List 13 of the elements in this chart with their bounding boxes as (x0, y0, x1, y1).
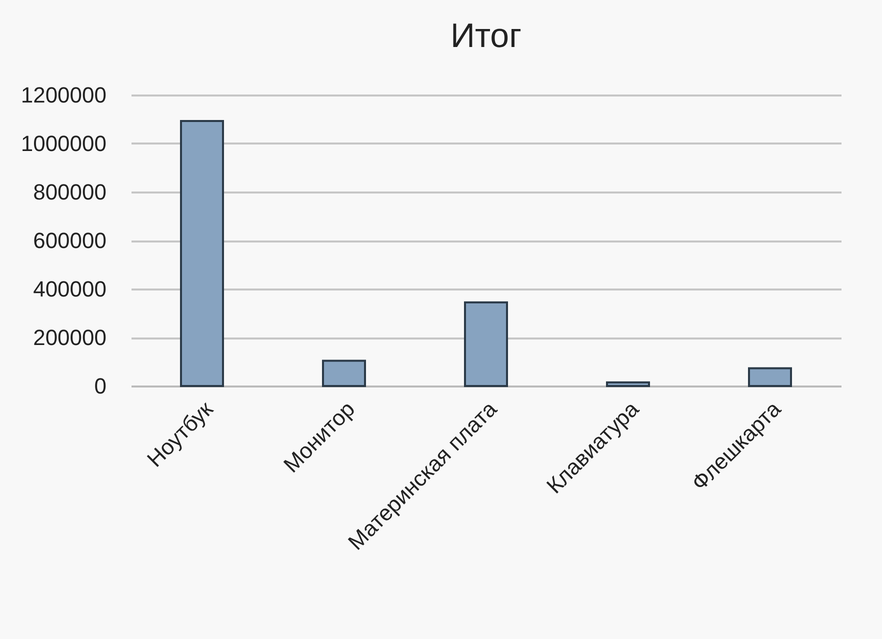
y-tick-label: 1200000 (20, 82, 106, 108)
y-tick-label: 400000 (33, 276, 106, 302)
bar (322, 360, 366, 387)
bar (748, 367, 792, 387)
chart-title: Итог (450, 17, 522, 55)
bar (464, 301, 508, 387)
bar (606, 381, 650, 387)
y-tick-label: 200000 (33, 325, 106, 350)
y-tick-label: 800000 (33, 180, 106, 204)
y-tick-label: 600000 (33, 228, 106, 253)
y-tick-label: 0 (94, 374, 106, 398)
bar (180, 120, 224, 387)
y-tick-label: 1000000 (20, 131, 106, 156)
